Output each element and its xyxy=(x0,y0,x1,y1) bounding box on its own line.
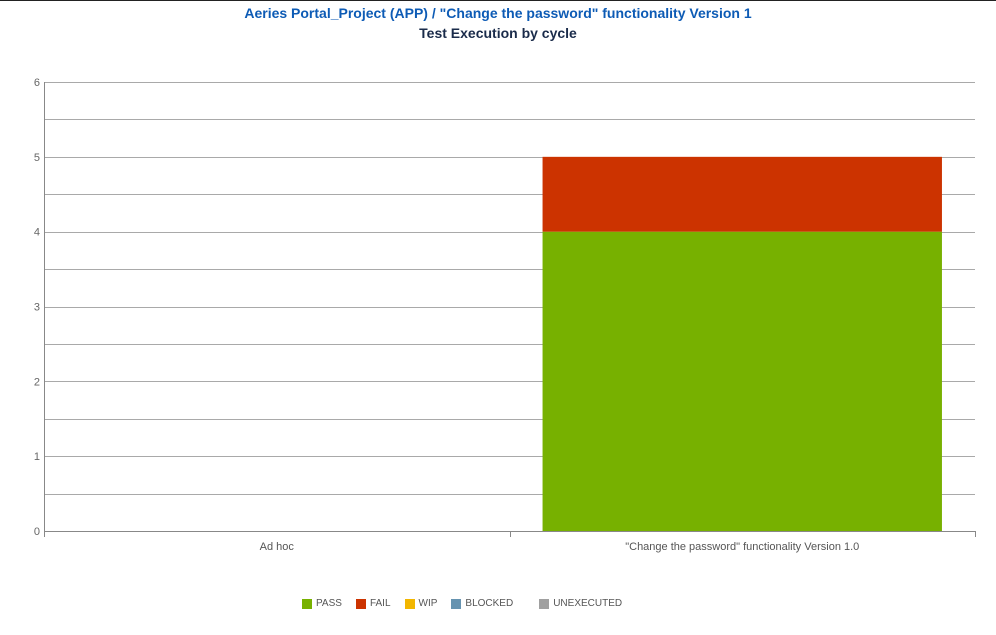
title-separator: / xyxy=(427,5,440,21)
legend-label-wip: WIP xyxy=(418,598,438,609)
legend-swatch-wip xyxy=(404,598,415,609)
y-tick-label: 3 xyxy=(34,302,40,314)
legend-label-blocked: BLOCKED xyxy=(465,598,514,609)
legend-item-fail[interactable]: FAIL xyxy=(355,598,391,609)
y-tick-label: 2 xyxy=(34,376,40,388)
legend-swatch-fail xyxy=(355,598,366,609)
chart-legend: PASS FAIL WIP BLOCKED UNEXECUTED xyxy=(302,598,622,609)
project-link[interactable]: Aeries Portal_Project (APP) xyxy=(244,5,428,21)
legend-swatch-blocked xyxy=(451,598,462,609)
legend-item-pass[interactable]: PASS xyxy=(302,598,342,609)
legend-swatch-pass xyxy=(302,598,312,609)
legend-item-blocked[interactable]: BLOCKED xyxy=(451,598,513,609)
y-tick-label: 6 xyxy=(34,77,40,89)
legend-item-unexecuted[interactable]: UNEXECUTED xyxy=(539,598,622,609)
bar-pass xyxy=(542,231,942,531)
bar-fail xyxy=(542,156,942,232)
legend-label-unexecuted: UNEXECUTED xyxy=(553,598,623,609)
chart-title: Aeries Portal_Project (APP) / "Change th… xyxy=(0,3,996,23)
y-tick-label: 4 xyxy=(34,227,40,239)
legend-swatch-unexecuted xyxy=(539,598,550,609)
x-category-label: "Change the password" functionality Vers… xyxy=(625,541,859,553)
version-link[interactable]: "Change the password" functionality Vers… xyxy=(439,5,752,21)
legend-label-pass: PASS xyxy=(316,598,342,609)
x-category-label: Ad hoc xyxy=(260,541,295,553)
legend-label-fail: FAIL xyxy=(369,598,391,609)
legend-item-wip[interactable]: WIP xyxy=(404,598,438,609)
y-tick-label: 0 xyxy=(34,526,40,538)
chart-subtitle: Test Execution by cycle xyxy=(419,25,577,41)
y-tick-label: 1 xyxy=(34,451,40,463)
y-tick-label: 5 xyxy=(34,152,40,164)
